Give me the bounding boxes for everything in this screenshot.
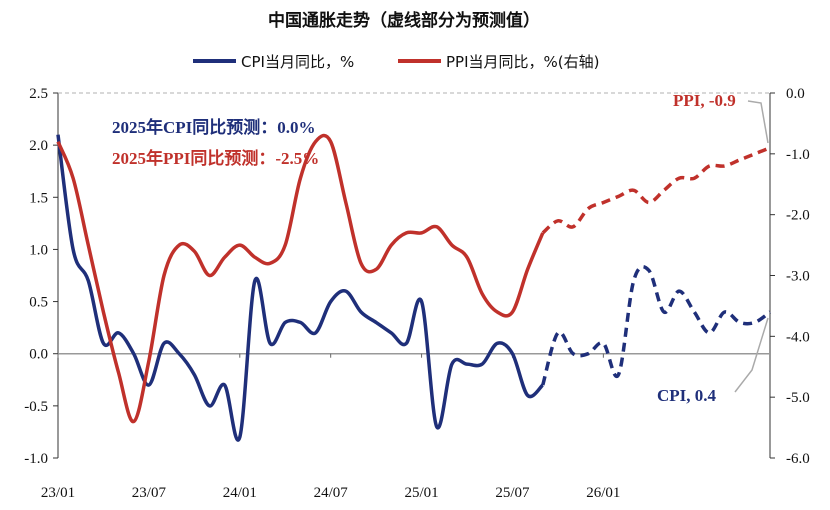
- callout-arrows: [734, 100, 769, 393]
- left-tick-label: 0.0: [29, 347, 48, 363]
- left-tick-label: 2.5: [29, 86, 48, 102]
- right-tick-label: -6.0: [786, 451, 810, 467]
- x-tick-label: 23/01: [41, 485, 75, 501]
- chart-title: 中国通胀走势（虚线部分为预测值）: [268, 10, 540, 31]
- x-tick-label: 25/07: [495, 485, 530, 501]
- x-tick-label: 23/07: [132, 485, 167, 501]
- ppi-forecast-annotation: 2025年PPI同比预测：-2.5%: [112, 148, 319, 168]
- cpi-forecast-line: [541, 264, 772, 386]
- right-tick-label: -3.0: [786, 269, 810, 285]
- ppi-forecast-line: [541, 146, 771, 235]
- right-tick-label: -1.0: [786, 147, 810, 163]
- cpi-forecast-annotation: 2025年CPI同比预测：0.0%: [112, 117, 316, 137]
- legend-cpi-label: CPI当月同比，%: [241, 53, 354, 71]
- left-tick-label: 0.5: [29, 295, 48, 311]
- right-tick-label: -2.0: [786, 208, 810, 224]
- x-tick-label: 25/01: [404, 485, 438, 501]
- x-tick-label: 24/07: [314, 485, 349, 501]
- right-tick-label: -5.0: [786, 390, 810, 406]
- ppi-actual-line: [56, 133, 545, 424]
- legend-ppi-label: PPI当月同比，%(右轴): [446, 53, 599, 71]
- x-tick-label: 26/01: [586, 485, 620, 501]
- left-tick-label: -1.0: [24, 451, 48, 467]
- left-tick-label: 1.5: [29, 190, 48, 206]
- left-tick-label: -0.5: [24, 399, 48, 415]
- ppi-end-label: PPI, -0.9: [673, 91, 736, 110]
- cpi-end-label: CPI, 0.4: [657, 386, 717, 405]
- axes: 2.5 2.0 1.5 1.0 0.5 0.0 -0.5 -1.0 0.0 -1.0 -2.0 -3.…: [24, 86, 810, 501]
- x-tick-label: 24/01: [223, 485, 257, 501]
- legend: CPI当月同比，% PPI当月同比，%(右轴): [193, 53, 599, 71]
- right-tick-label: -4.0: [786, 329, 810, 345]
- ppi-callout-arrow: [747, 100, 769, 144]
- cpi-actual-line: [56, 134, 545, 442]
- left-tick-label: 1.0: [29, 242, 48, 258]
- series-layer: [56, 133, 772, 442]
- right-tick-label: 0.0: [786, 86, 805, 102]
- cpi-callout-arrow: [734, 317, 769, 393]
- left-tick-label: 2.0: [29, 138, 48, 154]
